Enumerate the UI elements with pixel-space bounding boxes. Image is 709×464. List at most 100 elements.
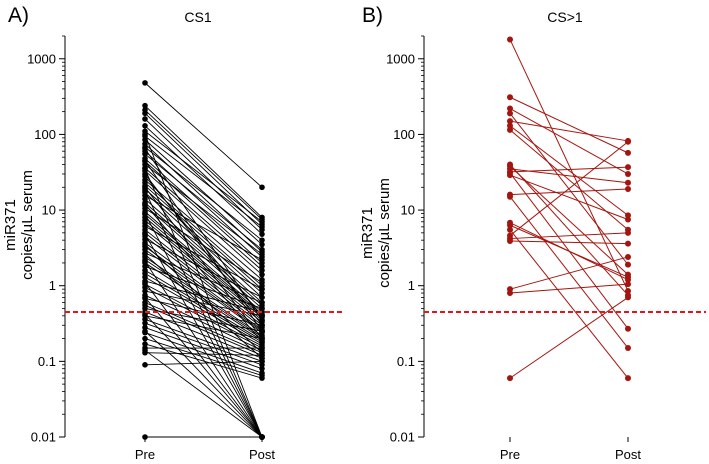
panel-a-pair-line [144,164,263,255]
panel-b-pre-point [507,290,513,297]
panel-a-pair-line [144,343,263,379]
panel-a-pair-line [144,105,263,218]
panel-a-pair-line [144,82,263,188]
panel-b-pair-line [509,166,629,173]
panel-a-post-point [259,246,265,253]
panel-a-ytick-label: 1 [49,278,56,293]
panel-b-pair-line [509,125,629,216]
panel-b-ytick-label: 10 [401,203,415,218]
panel-a-pair-line [144,253,263,359]
panel-a-post-point [259,271,265,278]
panel-a-pre-point [142,116,148,122]
panel-b-post-point [625,170,631,177]
panel-b-pre-point [507,375,513,382]
panel-a-pair-line [144,146,263,241]
panel-a-pair-line [144,262,263,339]
panel-b-ytick-label: 0.1 [397,354,415,369]
panel-a-post-point [259,263,265,270]
panel-a-post-point [259,286,265,292]
panel-a-post-point [259,349,265,356]
panel-a-pair-line [144,283,263,347]
panel-a: A) CS1 miR371 copies/µL serum 1000 100 10 1… [2,4,343,462]
panel-b-pre-point [507,94,513,101]
panel-b-post-point [625,261,631,268]
panel-a-post-point [259,434,265,440]
panel-b-pair-line [509,283,629,294]
panel-b-pair-line [509,196,629,349]
panel-a-pair-line [144,109,263,220]
panel-b-pre-point [507,222,513,229]
panel-b-pair-line [509,232,629,240]
panel-b-pair-line [509,96,629,154]
panel-a-pair-line [144,225,263,290]
panel-a-pair-line [144,286,263,349]
panel-a-ytick-label: 100 [34,127,56,142]
panel-b-post-point [625,253,631,260]
panel-a-post-point [259,218,265,225]
panel-a-pair-line [144,313,263,438]
panel-a-pair-line [144,170,263,275]
panel-a-post-point [259,299,265,306]
panel-b-post-point [625,325,631,332]
panel-b-post-point [625,149,631,156]
panel-a-ytick-label: 0.1 [38,354,56,369]
panel-a-pair-line [144,304,263,356]
panel-a-pair-line [144,217,263,317]
panel-a-post-point [259,279,265,286]
panel-a-title: CS1 [184,9,211,25]
panel-a-post-point [259,294,265,301]
panel-a-post-point [259,345,265,351]
panel-b-pair-line [509,188,629,196]
panel-a-pre-point [142,145,148,152]
panel-a-post-point [259,375,265,381]
panel-b-pre-point [507,193,513,200]
panel-b-pair-line [509,240,629,245]
panel-b-ytick-label: 1 [408,278,415,293]
panel-a-pair-line [144,190,263,438]
panel-a-pair-line [144,282,263,438]
panel-a-label: A) [8,4,29,27]
panel-a-pair-line [144,113,263,225]
panel-a-pre-point [142,210,148,217]
panel-a-pair-line [144,349,263,438]
panel-a-pair-line [144,198,263,303]
panel-a-pair-line [144,125,263,235]
panel-b-xtick-label: Pre [500,447,520,462]
panel-b-pre-point [507,110,513,117]
panel-a-pair-line [144,139,263,245]
panel-a-post-point [259,184,265,191]
panel-a-pre-point [142,122,148,129]
panel-b-pair-line [509,141,629,236]
panel-a-pair-line [144,330,263,438]
panel-a-pair-line [144,222,263,321]
panel-a-pair-line [144,318,263,362]
panel-b-pre-point [507,105,513,112]
panel-a-pre-point [142,166,148,172]
panel-a-pre-point [142,80,148,86]
panel-a-pre-point [142,110,148,117]
panel-a-pre-point [142,294,148,301]
panel-a-pair-line [144,153,263,250]
panel-a-pre-point [142,288,148,294]
panel-a-post-point [259,365,265,372]
panel-a-ytick-label: 10 [42,203,56,218]
panel-a-post-point [259,313,265,319]
panel-b-pair-line [509,164,629,296]
panel-a-pair-line [144,203,263,343]
panel-a-pre-point [142,157,148,164]
panel-a-pair-line [144,213,263,438]
panel-a-pair-line [144,297,263,438]
panel-b-post-point [625,216,631,223]
panel-a-pre-point [142,258,148,265]
panel-a-pair-line [144,252,263,303]
panel-a-post-point [259,237,265,243]
panel-a-pair-line [144,269,263,341]
panel-a-post-point [259,257,265,263]
panel-a-post-point [259,267,265,274]
panel-b-pair-line [509,165,629,276]
panel-a-pre-point [142,201,148,207]
panel-b: B) CS>1 miR371 copies/µL serum 100010010… [359,4,706,462]
panel-a-pair-line [144,134,263,438]
panel-a-pre-point [142,136,148,143]
panel-b-pre-point [507,126,513,133]
